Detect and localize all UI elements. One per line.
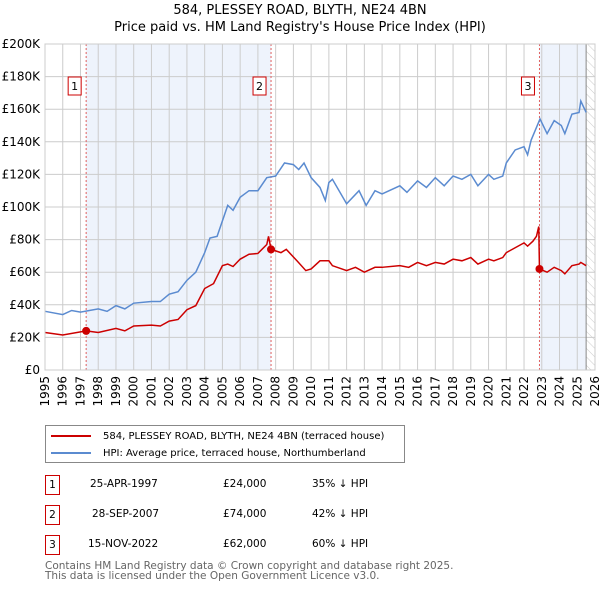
legend-item-hpi: HPI: Average price, terraced house, Nort… <box>46 445 366 461</box>
y-tick-label: £200K <box>2 37 42 51</box>
x-tick-label: 2025 <box>570 376 584 407</box>
sale-marker-box <box>252 76 267 96</box>
x-tick-label: 2002 <box>162 376 176 407</box>
transaction-date: 15-NOV-2022 <box>88 538 159 550</box>
x-tick-label: 2024 <box>553 376 567 407</box>
x-tick-label: 2006 <box>233 376 247 407</box>
y-tick-label: £60K <box>9 265 41 279</box>
y-tick-label: £160K <box>2 102 42 116</box>
legend-swatch-hpi <box>51 452 91 454</box>
footer-line1: Contains HM Land Registry data © Crown c… <box>45 560 454 572</box>
x-tick-label: 1996 <box>56 376 70 407</box>
x-tick-label: 2011 <box>322 376 336 407</box>
x-tick-label: 1999 <box>109 376 123 407</box>
x-tick-label: 2004 <box>198 376 212 407</box>
x-tick-label: 2009 <box>286 376 300 407</box>
transaction-row: 2 28-SEP-2007 £74,000 42% ↓ HPI <box>45 505 445 525</box>
transaction-marker: 1 <box>45 475 60 495</box>
transaction-price: £24,000 <box>223 478 267 490</box>
x-tick-label: 2007 <box>251 376 265 407</box>
x-tick-label: 1995 <box>38 376 52 407</box>
x-tick-label: 2010 <box>304 376 318 407</box>
hpi-line <box>44 98 587 316</box>
x-tick-label: 2013 <box>357 376 371 407</box>
x-tick-label: 2022 <box>517 376 531 407</box>
x-tick-label: 2015 <box>393 376 407 407</box>
transaction-marker: 2 <box>45 505 60 525</box>
x-tick-label: 2001 <box>144 376 158 407</box>
y-tick-label: £140K <box>2 135 42 149</box>
legend: 584, PLESSEY ROAD, BLYTH, NE24 4BN (terr… <box>45 425 405 463</box>
x-tick-label: 2000 <box>127 376 141 407</box>
x-tick-label: 2012 <box>340 376 354 407</box>
sale-marker-label: 3 <box>524 80 531 93</box>
x-tick-label: 2019 <box>464 376 478 407</box>
property-line <box>44 226 587 336</box>
legend-item-property: 584, PLESSEY ROAD, BLYTH, NE24 4BN (terr… <box>46 428 384 444</box>
transaction-date: 25-APR-1997 <box>90 478 158 490</box>
legend-swatch-property <box>51 435 91 437</box>
transaction-price: £62,000 <box>223 538 267 550</box>
x-tick-label: 1998 <box>91 376 105 407</box>
sale-point <box>82 326 91 335</box>
transaction-hpi: 42% ↓ HPI <box>312 508 369 520</box>
y-tick-label: £20K <box>9 330 41 344</box>
x-tick-label: 2017 <box>428 376 442 407</box>
sale-point <box>267 245 276 254</box>
transaction-price: £74,000 <box>223 508 267 520</box>
transaction-row: 3 15-NOV-2022 £62,000 60% ↓ HPI <box>45 535 445 555</box>
transaction-marker: 3 <box>45 535 60 555</box>
chart-subtitle: Price paid vs. HM Land Registry's House … <box>114 20 486 35</box>
legend-label-hpi: HPI: Average price, terraced house, Nort… <box>103 447 366 459</box>
y-tick-label: £120K <box>2 167 42 181</box>
sale-marker-box <box>67 76 82 96</box>
y-tick-label: £180K <box>2 70 42 84</box>
price-chart: £0 £20K £40K £60K £80K £100K £120K £140K £160K £1… <box>2 37 600 407</box>
legend-label-property: 584, PLESSEY ROAD, BLYTH, NE24 4BN (terr… <box>103 430 385 442</box>
x-tick-label: 2026 <box>588 376 600 407</box>
sale-point <box>535 264 544 273</box>
y-tick-label: £0 <box>25 363 40 377</box>
x-tick-label: 2008 <box>269 376 283 407</box>
x-tick-label: 2014 <box>375 376 389 407</box>
plot-frame <box>44 43 596 371</box>
sale-marker-box <box>520 76 535 96</box>
footer-line2: This data is licensed under the Open Gov… <box>45 570 380 582</box>
x-tick-label: 2005 <box>215 376 229 407</box>
y-tick-label: £80K <box>9 233 41 247</box>
footer: Contains HM Land Registry data © Crown c… <box>45 560 454 582</box>
sale-marker-label: 1 <box>71 80 78 93</box>
x-tick-label: 2021 <box>499 376 513 407</box>
transaction-hpi: 60% ↓ HPI <box>312 538 369 550</box>
x-tick-label: 2023 <box>535 376 549 407</box>
y-tick-label: £40K <box>9 298 41 312</box>
x-tick-label: 2018 <box>446 376 460 407</box>
sale-marker-label: 2 <box>256 80 263 93</box>
x-tick-label: 2020 <box>482 376 496 407</box>
transaction-row: 1 25-APR-1997 £24,000 35% ↓ HPI <box>45 475 445 495</box>
x-tick-label: 1997 <box>73 376 87 407</box>
y-tick-label: £100K <box>2 200 42 214</box>
chart-title: 584, PLESSEY ROAD, BLYTH, NE24 4BN <box>173 3 427 18</box>
x-tick-label: 2003 <box>180 376 194 407</box>
transaction-date: 28-SEP-2007 <box>92 508 160 520</box>
transaction-hpi: 35% ↓ HPI <box>312 478 369 490</box>
x-tick-label: 2016 <box>411 376 425 407</box>
